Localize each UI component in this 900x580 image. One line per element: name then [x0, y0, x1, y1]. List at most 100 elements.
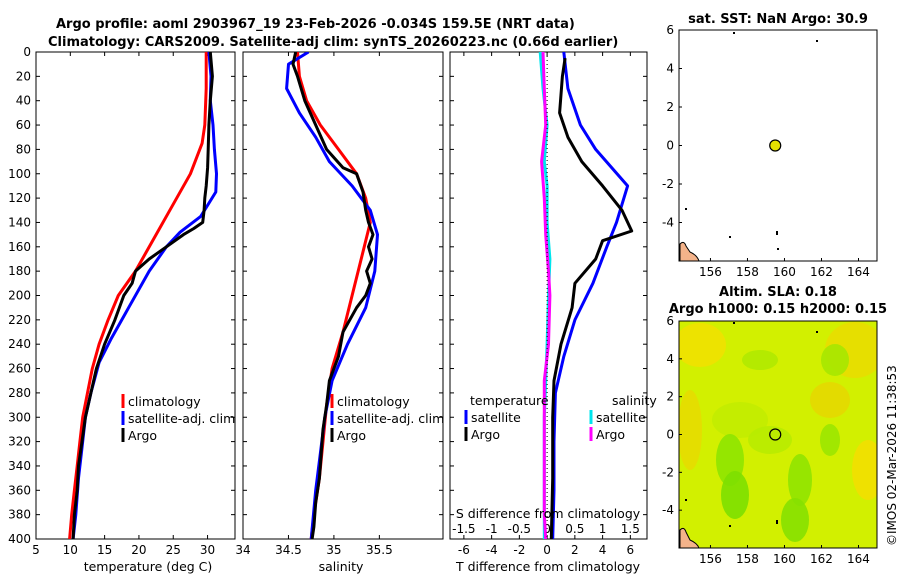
map-y-tick-label: -2	[662, 177, 674, 191]
map-x-tick-label: 158	[736, 265, 759, 279]
series-line-climatology	[68, 52, 208, 539]
salinity-xlabel: salinity	[319, 559, 364, 574]
x-tick-label: -6	[458, 543, 470, 557]
series-line-satellite	[551, 52, 630, 539]
map-y-tick-label: 4	[666, 352, 674, 366]
argo-position-marker	[769, 139, 782, 152]
map-x-tick-label: 164	[847, 265, 870, 279]
s-tick-label: 0.5	[565, 522, 584, 536]
legend-title-salinity: salinity	[612, 393, 657, 408]
sla-land-speck	[729, 525, 731, 527]
x-tick-label: -4	[486, 543, 498, 557]
map-x-tick-label: 162	[810, 552, 833, 566]
y-tick-label: 180	[8, 264, 31, 278]
y-tick-label: 280	[8, 386, 31, 400]
map-y-tick-label: 0	[666, 139, 674, 153]
legend-label-t-argo: Argo	[471, 427, 500, 442]
series-line-argo	[549, 57, 634, 539]
s-tick-label: -1.5	[452, 522, 475, 536]
x-tick-label: 2	[571, 543, 579, 557]
sla-map-features	[679, 322, 818, 548]
map-x-tick-label: 156	[699, 552, 722, 566]
sst-land-speck	[733, 32, 735, 34]
x-tick-label: 34.5	[275, 543, 302, 557]
sla-anomaly-patch	[712, 402, 768, 438]
sla-anomaly-patch	[781, 498, 809, 542]
sla-land-speck	[816, 331, 818, 333]
x-tick-label: 10	[63, 543, 78, 557]
imos-timestamp: ©IMOS 02-Mar-2026 11:38:53	[885, 365, 899, 546]
legend-label-satellite: satellite-adj. clim	[337, 411, 444, 426]
y-tick-label: 240	[8, 337, 31, 351]
x-tick-label: 30	[200, 543, 215, 557]
x-tick-label: 0	[543, 543, 551, 557]
map-y-tick-label: 6	[666, 23, 674, 37]
y-tick-label: 320	[8, 435, 31, 449]
map-y-tick-label: -4	[662, 503, 674, 517]
sst-map-title: sat. SST: NaN Argo: 30.9	[688, 12, 868, 27]
x-tick-label: 35.5	[366, 543, 393, 557]
sla-coastline	[679, 527, 700, 548]
map-x-tick-label: 158	[736, 552, 759, 566]
y-tick-label: 360	[8, 483, 31, 497]
series-line-argo	[71, 52, 214, 539]
sst-coastline	[679, 241, 700, 262]
y-tick-label: 40	[16, 94, 31, 108]
y-tick-label: 120	[8, 191, 31, 205]
title-line-1: Argo profile: aoml 2903967_19 23-Feb-202…	[56, 17, 575, 32]
map-x-tick-label: 160	[773, 265, 796, 279]
legend-title-temperature: temperature	[470, 393, 549, 408]
x-tick-label: 25	[166, 543, 181, 557]
s-difference-label: S difference from climatology	[456, 506, 641, 521]
map-x-tick-label: 162	[810, 265, 833, 279]
x-tick-label: 5	[32, 543, 40, 557]
series-line-argo-s	[540, 52, 552, 539]
sla-anomaly-patch	[852, 440, 877, 500]
salinity-legend: climatology satellite-adj. clim Argo	[330, 394, 444, 443]
x-tick-label: -2	[513, 543, 525, 557]
difference-legend: temperature salinity satellite Argo sate…	[464, 393, 657, 442]
legend-label-s-argo: Argo	[596, 427, 625, 442]
map-y-tick-label: 6	[666, 314, 674, 328]
y-tick-label: 340	[8, 459, 31, 473]
map-x-tick-label: 156	[699, 265, 722, 279]
y-tick-label: 260	[8, 362, 31, 376]
s-tick-label: 1.5	[621, 522, 640, 536]
series-line-satellite-adj-clim	[71, 52, 218, 539]
s-tick-label: 1	[599, 522, 607, 536]
sla-anomaly-patch	[721, 471, 749, 519]
sla-anomaly-patch	[788, 454, 812, 506]
y-tick-label: 400	[8, 532, 31, 546]
legend-label-argo: Argo	[337, 428, 366, 443]
map-y-tick-label: 2	[666, 100, 674, 114]
argo-position-marker	[769, 428, 782, 441]
legend-label-argo: Argo	[128, 428, 157, 443]
y-tick-label: 160	[8, 240, 31, 254]
sla-anomaly-patch	[821, 344, 849, 376]
map-y-tick-label: 4	[666, 62, 674, 76]
t-difference-xlabel: T difference from climatology	[455, 559, 641, 574]
s-tick-label: -1	[486, 522, 498, 536]
map-y-tick-label: 0	[666, 428, 674, 442]
sla-land-speck	[685, 499, 687, 501]
x-tick-label: 6	[627, 543, 635, 557]
sla-anomaly-patch	[748, 426, 792, 454]
sst-land-speck	[777, 248, 779, 250]
sla-land-speck	[776, 520, 778, 524]
sst-land-speck	[729, 236, 731, 238]
y-tick-label: 0	[23, 45, 31, 59]
temperature-legend: climatology satellite-adj. clim Argo	[121, 394, 235, 443]
y-tick-label: 100	[8, 167, 31, 181]
sla-anomaly-patch	[810, 382, 850, 418]
map-y-tick-label: -4	[662, 216, 674, 230]
map-y-tick-label: -2	[662, 465, 674, 479]
map-x-tick-label: 160	[773, 552, 796, 566]
legend-label-s-satellite: satellite	[596, 410, 646, 425]
x-tick-label: 35	[326, 543, 341, 557]
x-tick-label: 15	[97, 543, 112, 557]
s-tick-label: -0.5	[508, 522, 531, 536]
y-tick-label: 300	[8, 410, 31, 424]
y-tick-label: 220	[8, 313, 31, 327]
x-tick-label: 34	[235, 543, 250, 557]
